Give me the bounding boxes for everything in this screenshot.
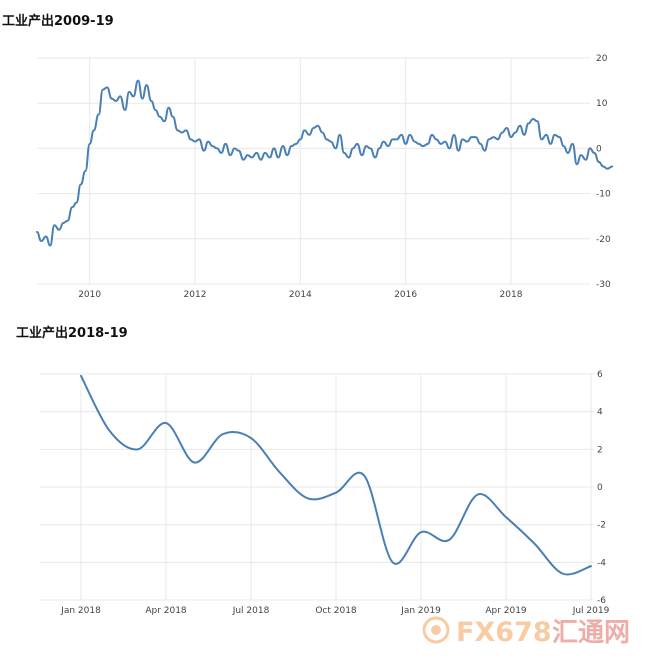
watermark-logo: FX678 汇通网 <box>422 616 630 648</box>
chart-2-group: 6 4 2 0 -2 -4 -6 Jan 2018 Apr 2018 Jul 2018 Oct 20… <box>40 370 610 616</box>
chart-2-x-tick: Jul 2018 <box>232 606 270 616</box>
watermark-cn-text: 汇通网 <box>552 618 630 648</box>
chart-2-x-tick: Oct 2018 <box>315 606 357 616</box>
chart-2-y-tick: 4 <box>597 408 603 418</box>
chart-1-x-tick: 2018 <box>500 290 523 300</box>
chart-2-title: 工业产出2018-19 <box>16 326 128 341</box>
chart-2-x-tick: Jan 2019 <box>400 606 441 616</box>
chart-2-x-tick: Apr 2019 <box>485 606 527 616</box>
chart-1-series-line <box>36 79 614 247</box>
chart-1-x-tick: 2016 <box>394 290 417 300</box>
chart-2-x-tick: Apr 2018 <box>145 606 187 616</box>
chart-2-y-tick: -6 <box>597 596 606 606</box>
watermark-fx-text: FX678 <box>456 617 552 648</box>
chart-2-y-tick: 0 <box>597 483 603 493</box>
watermark-dot-icon <box>431 625 441 635</box>
chart-2-series-line <box>80 374 592 576</box>
chart-2-y-tick: 6 <box>597 370 603 380</box>
chart-1-y-tick: -30 <box>596 280 611 290</box>
chart-1-y-tick: -10 <box>596 190 611 200</box>
chart-2-y-tick: -4 <box>597 558 606 568</box>
chart-2-x-tick: Jan 2018 <box>60 606 101 616</box>
chart-1-y-tick: 20 <box>596 54 608 64</box>
chart-1-x-tick: 2012 <box>184 290 207 300</box>
chart-2-y-tick: 2 <box>597 445 603 455</box>
chart-1-x-tick: 2014 <box>289 290 312 300</box>
chart-2-x-tick: Jul 2019 <box>572 606 610 616</box>
chart-1-title: 工业产出2009-19 <box>2 14 114 29</box>
chart-1-y-tick: 0 <box>596 144 602 154</box>
chart-1-y-tick: -20 <box>596 235 611 245</box>
watermark-ring-icon <box>422 616 450 644</box>
chart-1-y-tick: 10 <box>596 99 608 109</box>
chart-2-y-tick: -2 <box>597 521 606 531</box>
chart-1-x-tick: 2010 <box>78 290 101 300</box>
